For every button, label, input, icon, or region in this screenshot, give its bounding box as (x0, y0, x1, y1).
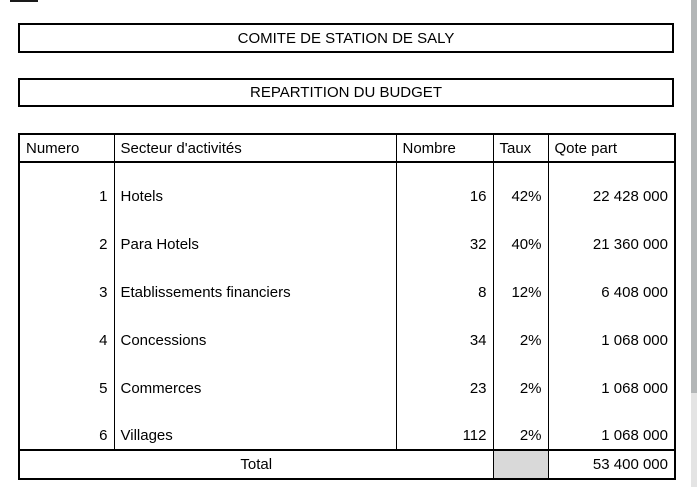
table-row: 2 Para Hotels 32 40% 21 360 000 (18, 210, 676, 258)
table-row: 1 Hotels 16 42% 22 428 000 (18, 162, 676, 210)
cell-taux: 42% (492, 162, 549, 210)
table-row: 6 Villages 112 2% 1 068 000 (18, 402, 676, 450)
title-banner-text: COMITE DE STATION DE SALY (237, 29, 455, 47)
col-header-taux: Taux (492, 134, 549, 163)
title-banner: COMITE DE STATION DE SALY (18, 23, 674, 53)
cell-qote: 21 360 000 (547, 210, 676, 258)
cell-secteur: Commerces (113, 354, 397, 402)
cell-qote: 22 428 000 (547, 162, 676, 210)
total-blank-gray-cell (492, 449, 549, 479)
cell-numero: 1 (18, 162, 115, 210)
cell-taux: 2% (492, 306, 549, 354)
cell-nombre: 34 (395, 306, 494, 354)
cell-numero: 4 (18, 306, 115, 354)
cell-numero: 5 (18, 354, 115, 402)
cell-nombre: 112 (395, 402, 494, 450)
cell-numero: 6 (18, 402, 115, 450)
cell-qote: 1 068 000 (547, 306, 676, 354)
cell-nombre: 32 (395, 210, 494, 258)
cropped-border-artifact (10, 0, 38, 2)
total-row: Total 53 400 000 (18, 449, 676, 479)
table-row: 5 Commerces 23 2% 1 068 000 (18, 354, 676, 402)
cell-taux: 40% (492, 210, 549, 258)
cell-secteur: Para Hotels (113, 210, 397, 258)
cell-taux: 2% (492, 354, 549, 402)
cell-nombre: 23 (395, 354, 494, 402)
cell-secteur: Concessions (113, 306, 397, 354)
cell-secteur: Hotels (113, 162, 397, 210)
total-value-cell: 53 400 000 (547, 449, 676, 479)
col-header-nombre: Nombre (395, 134, 494, 163)
table-header-row: Numero Secteur d'activités Nombre Taux Q… (18, 134, 676, 163)
subtitle-banner-text: REPARTITION DU BUDGET (250, 84, 442, 101)
table-row: 4 Concessions 34 2% 1 068 000 (18, 306, 676, 354)
cell-numero: 2 (18, 210, 115, 258)
col-header-secteur: Secteur d'activités (113, 134, 397, 163)
col-header-numero: Numero (18, 134, 115, 163)
budget-table: Numero Secteur d'activités Nombre Taux Q… (18, 133, 676, 480)
cell-nombre: 8 (395, 258, 494, 306)
cell-qote: 1 068 000 (547, 354, 676, 402)
cell-taux: 2% (492, 402, 549, 450)
scrollbar-thumb[interactable] (691, 0, 697, 393)
col-header-qote: Qote part (547, 134, 676, 163)
total-label-cell: Total (18, 449, 494, 479)
table-row: 3 Etablissements financiers 8 12% 6 408 … (18, 258, 676, 306)
cell-taux: 12% (492, 258, 549, 306)
cell-qote: 6 408 000 (547, 258, 676, 306)
cell-qote: 1 068 000 (547, 402, 676, 450)
cell-nombre: 16 (395, 162, 494, 210)
subtitle-banner: REPARTITION DU BUDGET (18, 78, 674, 107)
cell-secteur: Etablissements financiers (113, 258, 397, 306)
vertical-scrollbar[interactable] (691, 0, 697, 487)
cell-numero: 3 (18, 258, 115, 306)
cell-secteur: Villages (113, 402, 397, 450)
